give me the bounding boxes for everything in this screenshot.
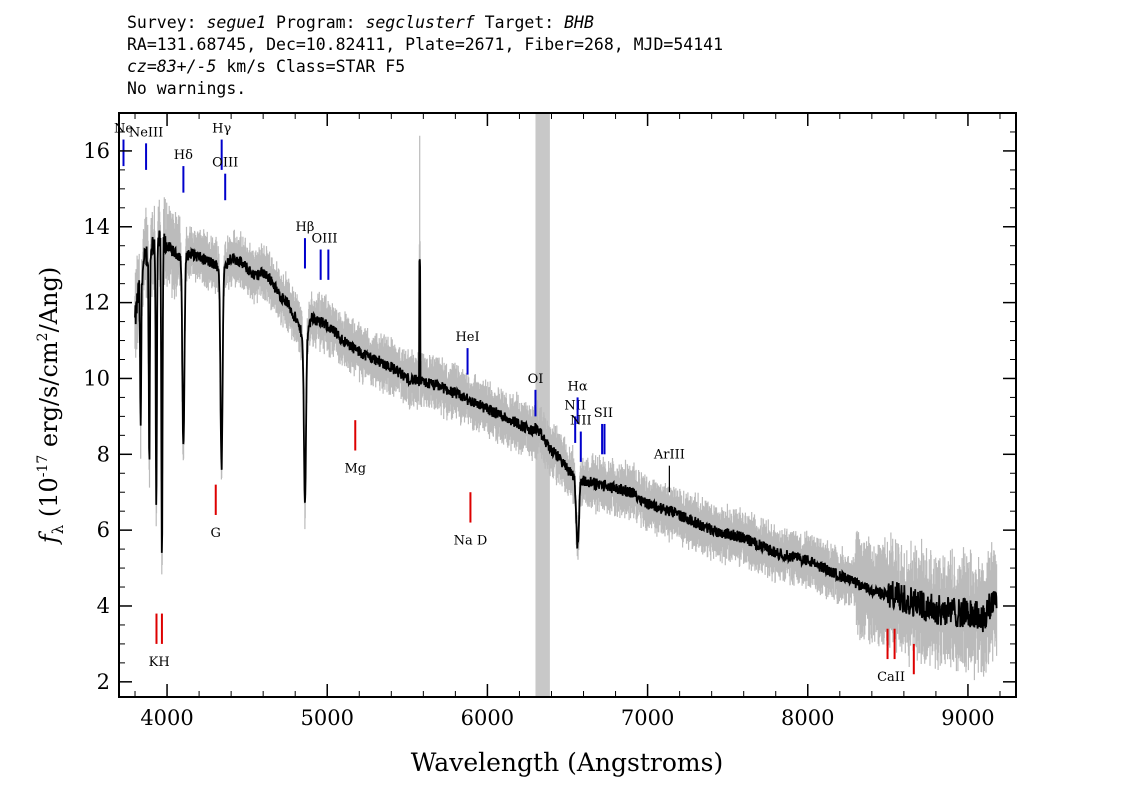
survey-prefix: Survey: [127,13,207,32]
header-line-warnings: No warnings. [127,79,247,98]
y-tick-label: 6 [97,518,110,542]
x-tick-label: 6000 [461,706,514,730]
spectrum-line [134,230,998,633]
line-label-6: OIII [311,232,337,247]
x-tick-label: 8000 [781,706,834,730]
y-tick-label: 8 [97,442,110,466]
line-label-1: NeIII [129,125,163,140]
line-markers: NeNeIIIHδHγOIIIHβOIIIHeIOINIIHαNIISIIArI… [114,122,915,685]
y-axis-label: fλ (10-17 erg/s/cm2/Ang) [35,267,67,545]
line-label-20: Na D [454,534,488,549]
line-label-9: OI [528,372,544,387]
line-label-5: Hβ [296,220,315,235]
program-prefix: Program: [266,13,366,32]
x-tick-label: 7000 [621,706,674,730]
axis-ticks: 4000 5000 6000 7000 8000 9000 2 4 6 8 10 12 14 16 [83,113,1016,730]
x-tick-label: 4000 [140,706,193,730]
line-label-11: Hα [568,379,588,394]
x-axis-label: Wavelength (Angstroms) [411,748,723,777]
line-label-4: OIII [212,156,238,171]
plot-frame [118,112,1017,698]
header-line-class: cz=83+/-5 km/s Class=STAR F5 [127,56,723,78]
line-label-15: ArIII [653,448,685,463]
class-value: km/s Class=STAR F5 [216,57,406,76]
y-tick-label: 10 [83,366,110,390]
y-tick-label: 2 [97,670,110,694]
line-label-13: SII [594,406,613,421]
line-label-3: Hγ [212,122,231,137]
line-label-12: NII [570,414,592,429]
line-label-10: NII [564,398,586,413]
header-line-coords: RA=131.68745, Dec=10.82411, Plate=2671, … [127,35,724,54]
y-tick-label: 12 [83,291,110,315]
target-prefix: Target: [474,13,565,32]
line-label-2: Hδ [174,148,193,163]
masked-region [535,113,550,697]
y-tick-label: 14 [83,215,110,239]
y-tick-label: 16 [83,139,110,163]
redshift-value: cz=83+/-5 [127,57,217,76]
spectrum-header: Survey: segue1 Program: segclusterf Targ… [127,12,723,100]
line-label-18: G [211,526,221,541]
target-value: BHB [564,13,594,32]
program-value: segclusterf [365,13,475,32]
x-tick-label: 9000 [941,706,994,730]
spectrum-series [134,230,998,633]
header-line-survey: Survey: segue1 Program: segclusterf Targ… [127,12,723,34]
line-label-8: HeI [455,330,479,345]
line-label-19: Mg [344,462,366,477]
y-tick-label: 4 [97,594,110,618]
line-label-16: KH [149,655,170,670]
survey-value: segue1 [206,13,267,32]
masked-region-bar [535,113,550,697]
x-tick-label: 5000 [301,706,354,730]
line-label-21: CaII [877,670,905,685]
